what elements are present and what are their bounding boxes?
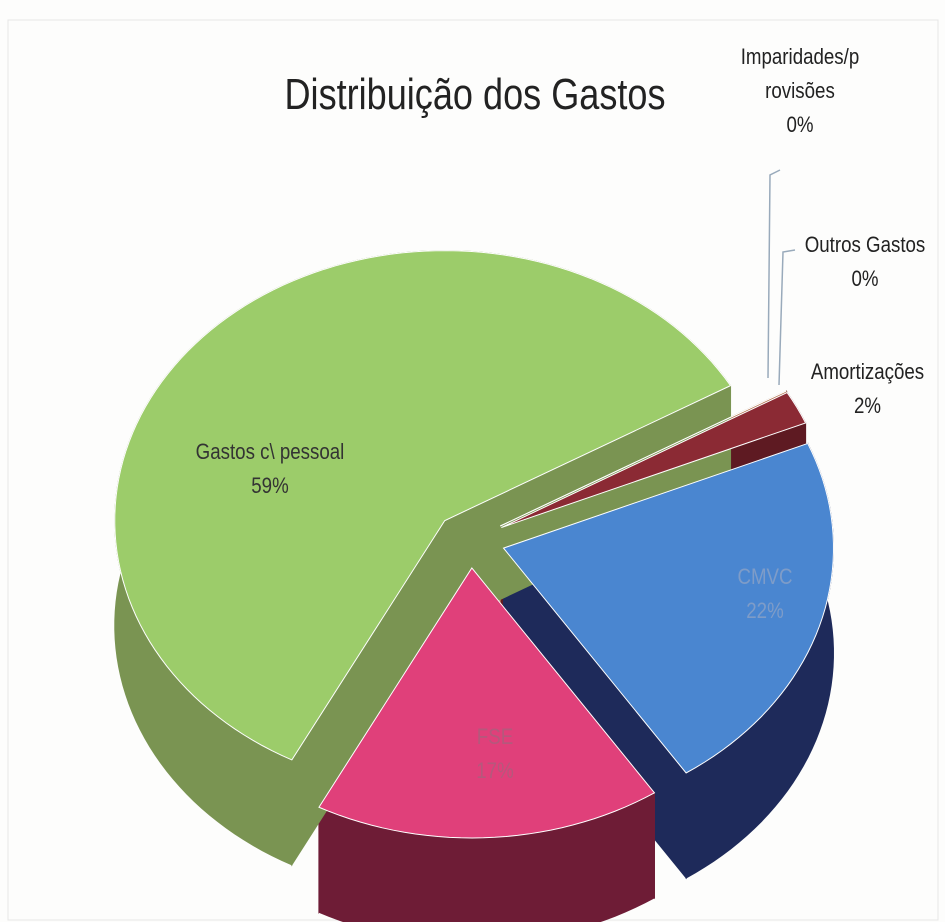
data-label: Gastos c\ pessoal 59% (177, 435, 364, 503)
slice (502, 442, 834, 774)
value-label: 0% (786, 112, 814, 137)
value-label: 22% (746, 598, 784, 623)
category-label: Gastos c\ pessoal (195, 439, 345, 464)
category-label: CMVC (737, 564, 793, 589)
value-label: 17% (476, 758, 514, 783)
category-label: Imparidades/provisões (740, 44, 860, 103)
chart-title: Distribuição dos Gastos (284, 70, 666, 119)
slice (114, 250, 732, 761)
leader-line (778, 249, 796, 386)
data-label: FSE 17% (431, 720, 559, 788)
leader-line (767, 169, 781, 379)
category-label: Outros Gastos (804, 232, 926, 257)
category-label: FSE (476, 724, 514, 749)
slice (501, 391, 807, 529)
slice (318, 567, 656, 839)
value-label: 59% (251, 473, 289, 498)
data-label: Outros Gastos 0% (784, 228, 945, 296)
slice-tops (114, 250, 834, 839)
value-label: 0% (851, 266, 879, 291)
slice (500, 390, 787, 527)
category-label: Amortizações (810, 359, 925, 384)
value-label: 2% (853, 393, 882, 418)
data-label: Imparidades/provisões 0% (719, 40, 881, 142)
data-label: CMVC 22% (701, 560, 829, 628)
data-label: Amortizações 2% (797, 355, 937, 423)
